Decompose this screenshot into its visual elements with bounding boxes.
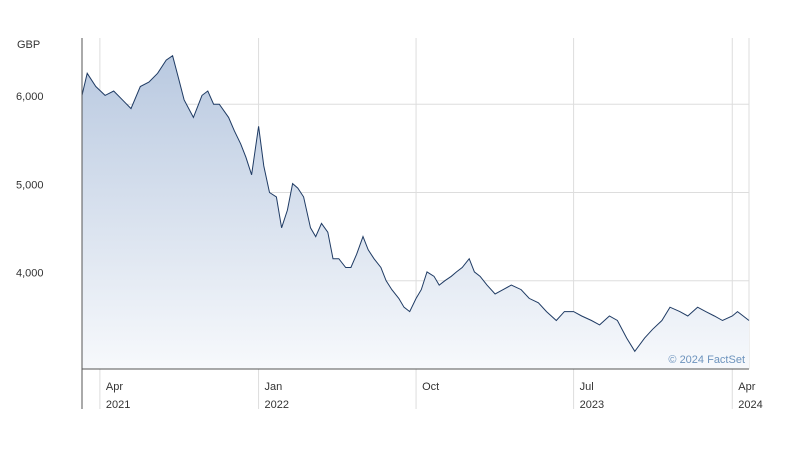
x-tick-year: 2023 <box>580 399 604 411</box>
axes <box>81 38 749 409</box>
x-tick-year: 2022 <box>265 399 289 411</box>
y-tick-label: 4,000 <box>16 268 44 280</box>
x-tick-year: 2021 <box>106 399 130 411</box>
factset-credit: © 2024 FactSet <box>668 354 745 366</box>
x-tick-label: Oct <box>422 381 439 393</box>
x-tick-year: 2024 <box>738 399 762 411</box>
x-tick-label: Apr <box>738 381 755 393</box>
tick-labels: 6,000 5,000 4,000 Apr 2021 Jan 2022 Oct Jul 2023 A… <box>16 91 763 411</box>
price-line <box>81 54 750 353</box>
x-tick-label: Jul <box>580 381 594 393</box>
price-area <box>82 55 749 369</box>
y-tick-label: 5,000 <box>16 179 44 191</box>
y-tick-label: 6,000 <box>16 91 44 103</box>
x-tick-label: Apr <box>106 381 123 393</box>
y-unit-label: GBP <box>17 39 40 51</box>
x-tick-label: Jan <box>265 381 283 393</box>
